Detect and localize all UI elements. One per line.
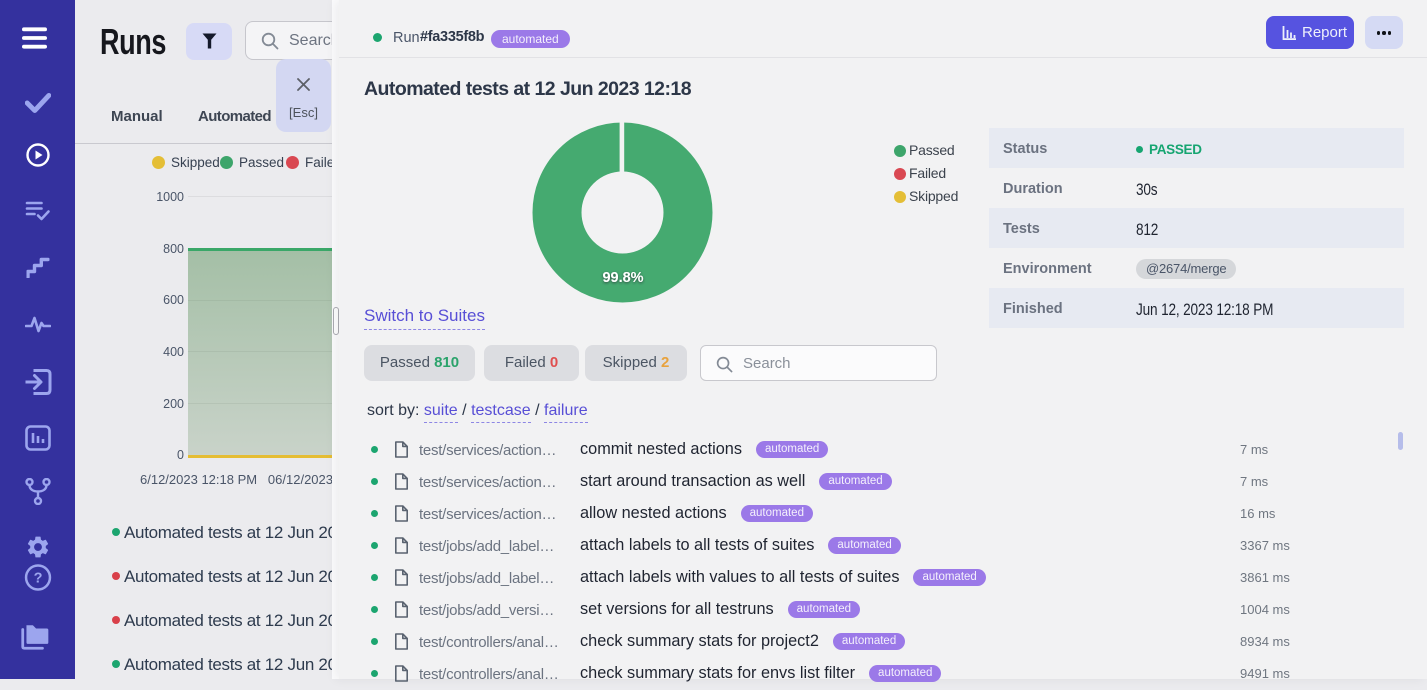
svg-text:?: ? [33, 571, 42, 587]
svg-text:99.8%: 99.8% [602, 270, 643, 286]
